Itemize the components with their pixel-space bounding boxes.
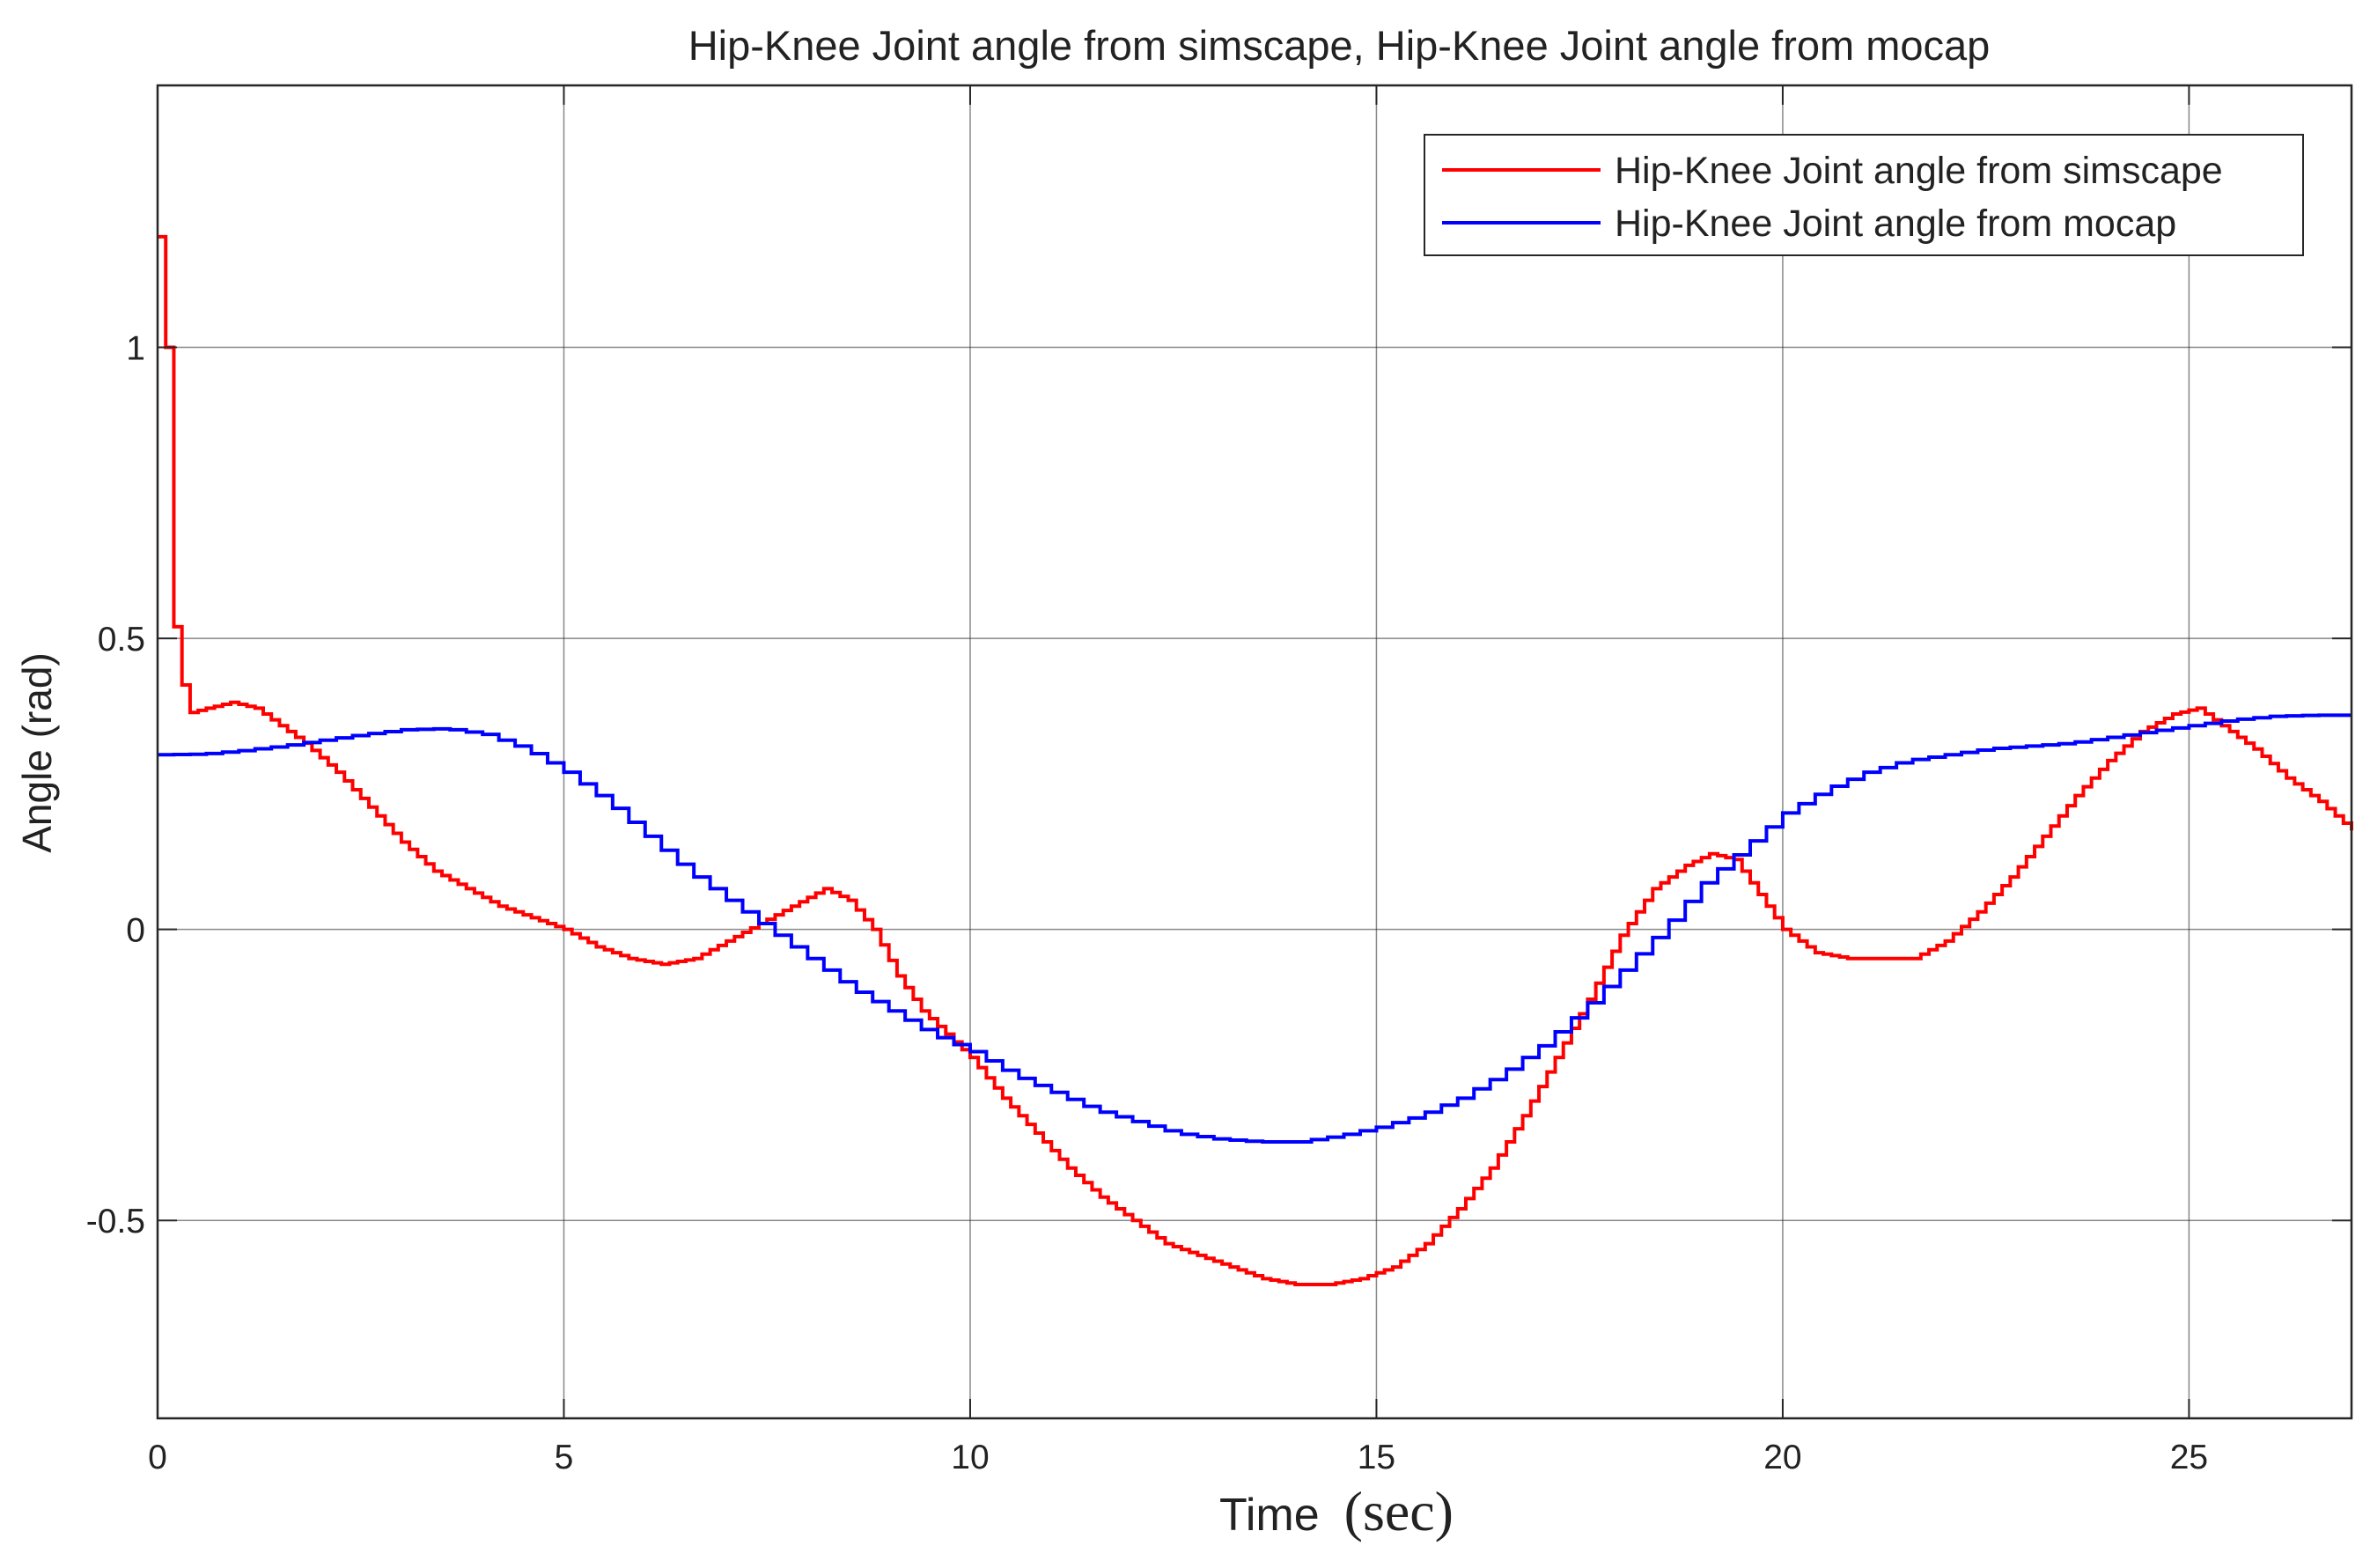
grid-lines — [158, 85, 2352, 1418]
legend: Hip-Knee Joint angle from simscape Hip-K… — [1424, 134, 2304, 256]
y-axis-label: Angle (rad) — [14, 652, 60, 853]
x-tick-label: 20 — [1763, 1439, 1801, 1476]
x-axis-label-main: Time — [1219, 1490, 1320, 1541]
legend-label-simscape: Hip-Knee Joint angle from simscape — [1615, 150, 2223, 192]
y-tick-label: -0.5 — [86, 1203, 145, 1240]
axis-ticks — [157, 85, 2352, 1418]
x-tick-label: 5 — [555, 1439, 574, 1476]
x-axis-label-unit: (sec) — [1344, 1480, 1454, 1542]
plot-lines — [158, 234, 2353, 1286]
series-line-0 — [158, 234, 2353, 1286]
x-tick-label: 10 — [951, 1439, 989, 1476]
axis-tick-labels: 0 5 10 15 20 25 -0.5 0 0.5 1 — [86, 330, 2208, 1476]
y-tick-label: 1 — [126, 330, 145, 368]
chart-title: Hip-Knee Joint angle from simscape, Hip-… — [688, 22, 1991, 69]
axes-box — [156, 84, 2353, 1420]
x-tick-label: 25 — [2170, 1439, 2208, 1476]
x-tick-label: 0 — [148, 1439, 167, 1476]
y-tick-label: 0 — [126, 912, 145, 950]
legend-box — [1424, 134, 2304, 256]
plot-area — [158, 85, 2352, 1418]
legend-label-mocap: Hip-Knee Joint angle from mocap — [1615, 202, 2176, 245]
series-line-1 — [158, 713, 2352, 1144]
x-tick-label: 15 — [1358, 1439, 1395, 1476]
x-axis-label: Time (sec) — [1219, 1480, 1454, 1542]
y-tick-label: 0.5 — [98, 621, 145, 659]
